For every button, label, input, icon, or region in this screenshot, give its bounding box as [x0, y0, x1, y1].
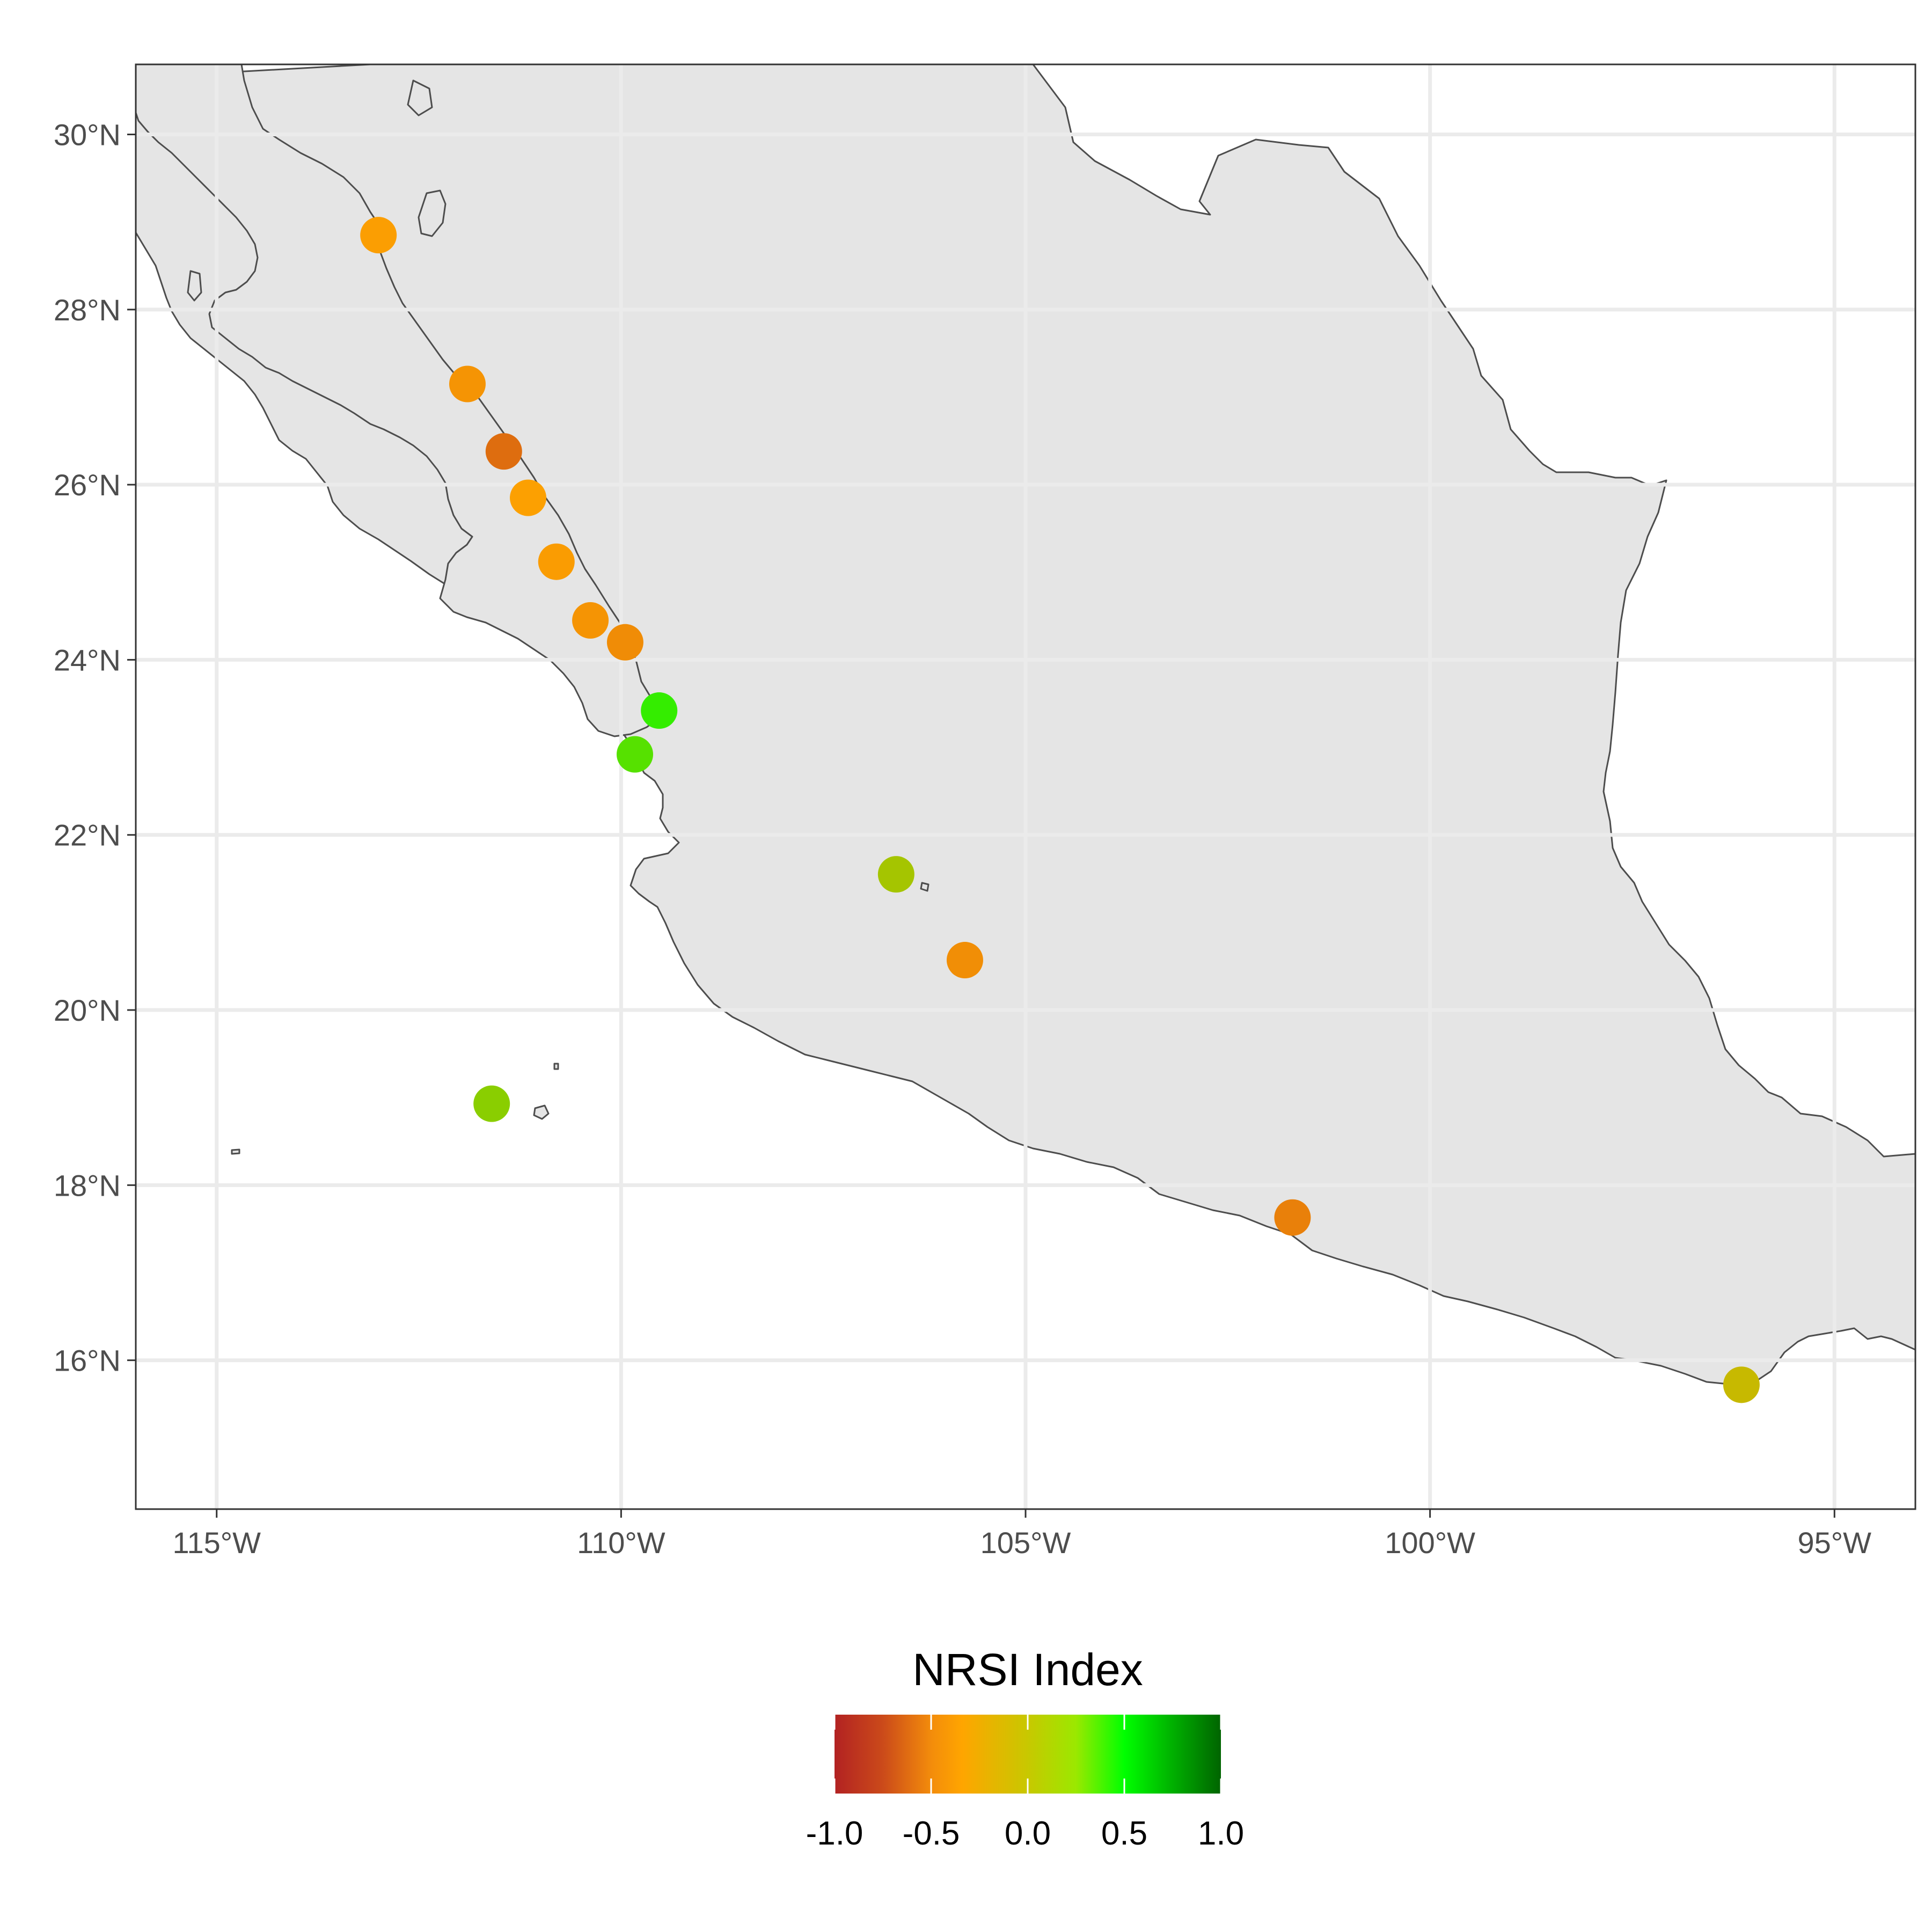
y-tick-label: 20°N — [54, 993, 121, 1027]
sites-layer — [360, 217, 1760, 1403]
y-tick-label: 30°N — [54, 118, 121, 152]
legend-tick-label: -0.5 — [903, 1815, 960, 1852]
isla-socorro — [533, 1104, 550, 1120]
legend-tick-label: 0.0 — [1005, 1815, 1051, 1852]
site-point-11 — [946, 942, 983, 979]
y-tick-label: 16°N — [54, 1344, 121, 1378]
y-tick-label: 26°N — [54, 468, 121, 502]
x-tick-label: 110°W — [577, 1526, 665, 1560]
isla-clarion — [231, 1148, 240, 1155]
islas-marias — [920, 882, 930, 892]
x-axis: 115°W 110°W 105°W 100°W 95°W — [172, 1509, 1871, 1560]
isla-cedros — [187, 270, 202, 302]
y-tick-label: 18°N — [54, 1168, 121, 1202]
legend-title: NRSI Index — [912, 1644, 1143, 1695]
x-tick-label: 95°W — [1797, 1526, 1871, 1560]
site-point-4 — [510, 479, 547, 516]
isla-san-benedicto — [553, 1063, 559, 1070]
y-tick-label: 28°N — [54, 293, 121, 327]
site-point-6 — [572, 602, 609, 639]
site-point-13 — [1274, 1199, 1311, 1236]
x-tick-label: 105°W — [980, 1526, 1071, 1560]
legend-tick-label: 1.0 — [1198, 1815, 1244, 1852]
site-point-12 — [473, 1085, 510, 1122]
isla-angel-de-la-guarda — [418, 189, 447, 237]
legend-tick-label: -1.0 — [806, 1815, 863, 1852]
y-tick-label: 24°N — [54, 643, 121, 677]
site-point-7 — [606, 624, 643, 661]
x-tick-label: 100°W — [1385, 1526, 1475, 1560]
site-point-14 — [1723, 1366, 1760, 1403]
site-point-8 — [641, 692, 678, 729]
site-point-9 — [616, 736, 653, 773]
gridlines — [136, 64, 1915, 1509]
legend-tick-label: 0.5 — [1101, 1815, 1147, 1852]
y-tick-label: 22°N — [54, 818, 121, 852]
site-point-10 — [877, 856, 914, 893]
site-point-5 — [538, 543, 575, 580]
baja-california-peninsula — [136, 64, 661, 737]
y-axis: 16°N 18°N 20°N 22°N 24°N 26°N 28°N 30°N — [54, 118, 136, 1378]
x-tick-label: 115°W — [172, 1526, 261, 1560]
isla-tiburon — [407, 79, 433, 116]
legend: NRSI Index -1.0 -0.5 0.0 0.5 1.0 — [806, 1644, 1245, 1852]
site-point-1 — [360, 217, 397, 254]
legend-ticks: -1.0 -0.5 0.0 0.5 1.0 — [806, 1715, 1244, 1852]
site-point-3 — [485, 433, 522, 470]
site-point-2 — [449, 365, 486, 402]
